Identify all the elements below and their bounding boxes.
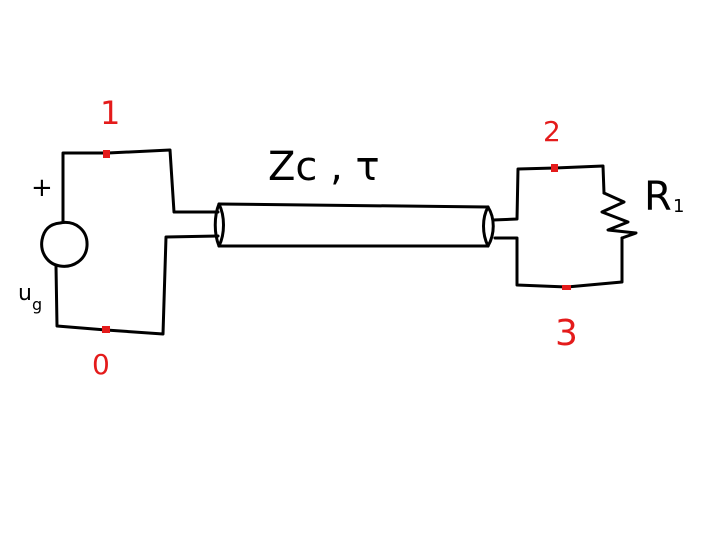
wire-right-bottom <box>493 236 624 289</box>
node-2-label: 2 <box>543 115 561 148</box>
wire-right-top <box>491 164 606 222</box>
transmission-line-left-end <box>213 202 225 248</box>
node-3-label: 3 <box>555 313 578 354</box>
transmission-line-top-edge <box>217 202 490 209</box>
source-voltage-subscript: g <box>32 295 42 314</box>
load-resistor-subscript: 1 <box>673 196 684 217</box>
node-1-marker <box>103 150 110 158</box>
source-plus-label: + <box>31 173 53 203</box>
source-voltage-label: u <box>18 281 32 306</box>
voltage-source-icon <box>40 220 89 268</box>
wire-left-top <box>61 148 220 224</box>
transmission-line-right-end <box>482 205 495 248</box>
wire-left-bottom <box>54 234 220 336</box>
node-2-marker <box>551 164 558 172</box>
node-0-label: 0 <box>92 348 110 381</box>
node-3-marker <box>562 285 571 290</box>
node-0-marker <box>102 326 110 333</box>
load-resistor-label: R <box>644 174 672 220</box>
line-impedance-label: Zc , τ <box>268 144 380 190</box>
node-1-label: 1 <box>100 94 120 132</box>
resistor-icon <box>600 191 638 240</box>
